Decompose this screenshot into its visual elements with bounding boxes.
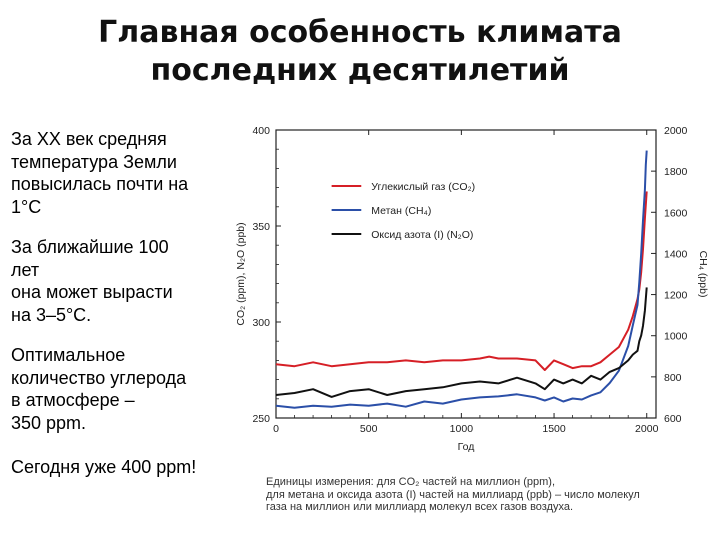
x-tick-label: 2000 [635,423,659,435]
y-right-tick-label: 1600 [664,207,688,219]
series-line-1 [275,150,648,409]
slide-title: Главная особенность климата последних де… [0,14,720,90]
y-right-axis-label: CH₄ (ppb) [697,251,709,298]
series-line-0 [275,191,648,371]
chart-footnote: Единицы измерения: для CO₂ частей на мил… [266,476,716,514]
text-column: За XX век средняя температура Земли повы… [11,128,233,479]
legend-label-1: Метан (CH₄) [371,205,431,217]
title-line-2: последних десятилетий [150,53,570,88]
y-left-tick-label: 350 [252,221,270,233]
legend-label-2: Оксид азота (I) (N₂O) [371,229,473,241]
paragraph-optimal-carbon: Оптимальное количество углерода в атмосф… [11,345,187,433]
y-left-tick-label: 250 [252,413,270,425]
y-left-axis-label: CO₂ (ppm), N₂O (ppb) [235,222,247,325]
x-axis-label: Год [458,441,475,453]
y-right-tick-label: 2000 [664,125,688,137]
y-right-tick-label: 1200 [664,290,688,302]
y-right-tick-label: 1400 [664,248,688,260]
legend-label-0: Углекислый газ (CO₂) [371,181,475,193]
y-right-tick-label: 800 [664,372,682,384]
greenhouse-gas-chart: 0 500 1000 1500 2000 250 300 350 400 600 800 1000 12… [228,118,720,540]
x-tick-label: 1000 [450,423,474,435]
y-right-tick-label: 600 [664,413,682,425]
x-tick-label: 0 [273,423,279,435]
footnote-line-1: Единицы измерения: для CO₂ частей на мил… [266,476,555,488]
series-line-2 [275,287,648,398]
y-left-tick-label: 400 [252,125,270,137]
chart-svg: 0 500 1000 1500 2000 250 300 350 400 600 800 1000 12… [235,125,709,453]
paragraph-temperature-rise: За XX век средняя температура Земли повы… [11,129,189,217]
paragraph-forecast: За ближайшие 100 лет она может вырасти н… [11,237,173,325]
x-tick-label: 500 [360,423,378,435]
y-right-tick-label: 1000 [664,331,688,343]
y-left-tick-label: 300 [252,317,270,329]
plot-frame [275,129,657,419]
y-right-tick-label: 1800 [664,166,688,178]
footnote-line-2: для метана и оксида азота (I) частей на … [266,488,640,501]
footnote-line-3: газа на миллион или миллиард молекул все… [266,501,574,513]
x-tick-label: 1500 [542,423,566,435]
title-line-1: Главная особенность климата [98,15,622,50]
paragraph-today: Сегодня уже 400 ppm! [11,457,197,477]
